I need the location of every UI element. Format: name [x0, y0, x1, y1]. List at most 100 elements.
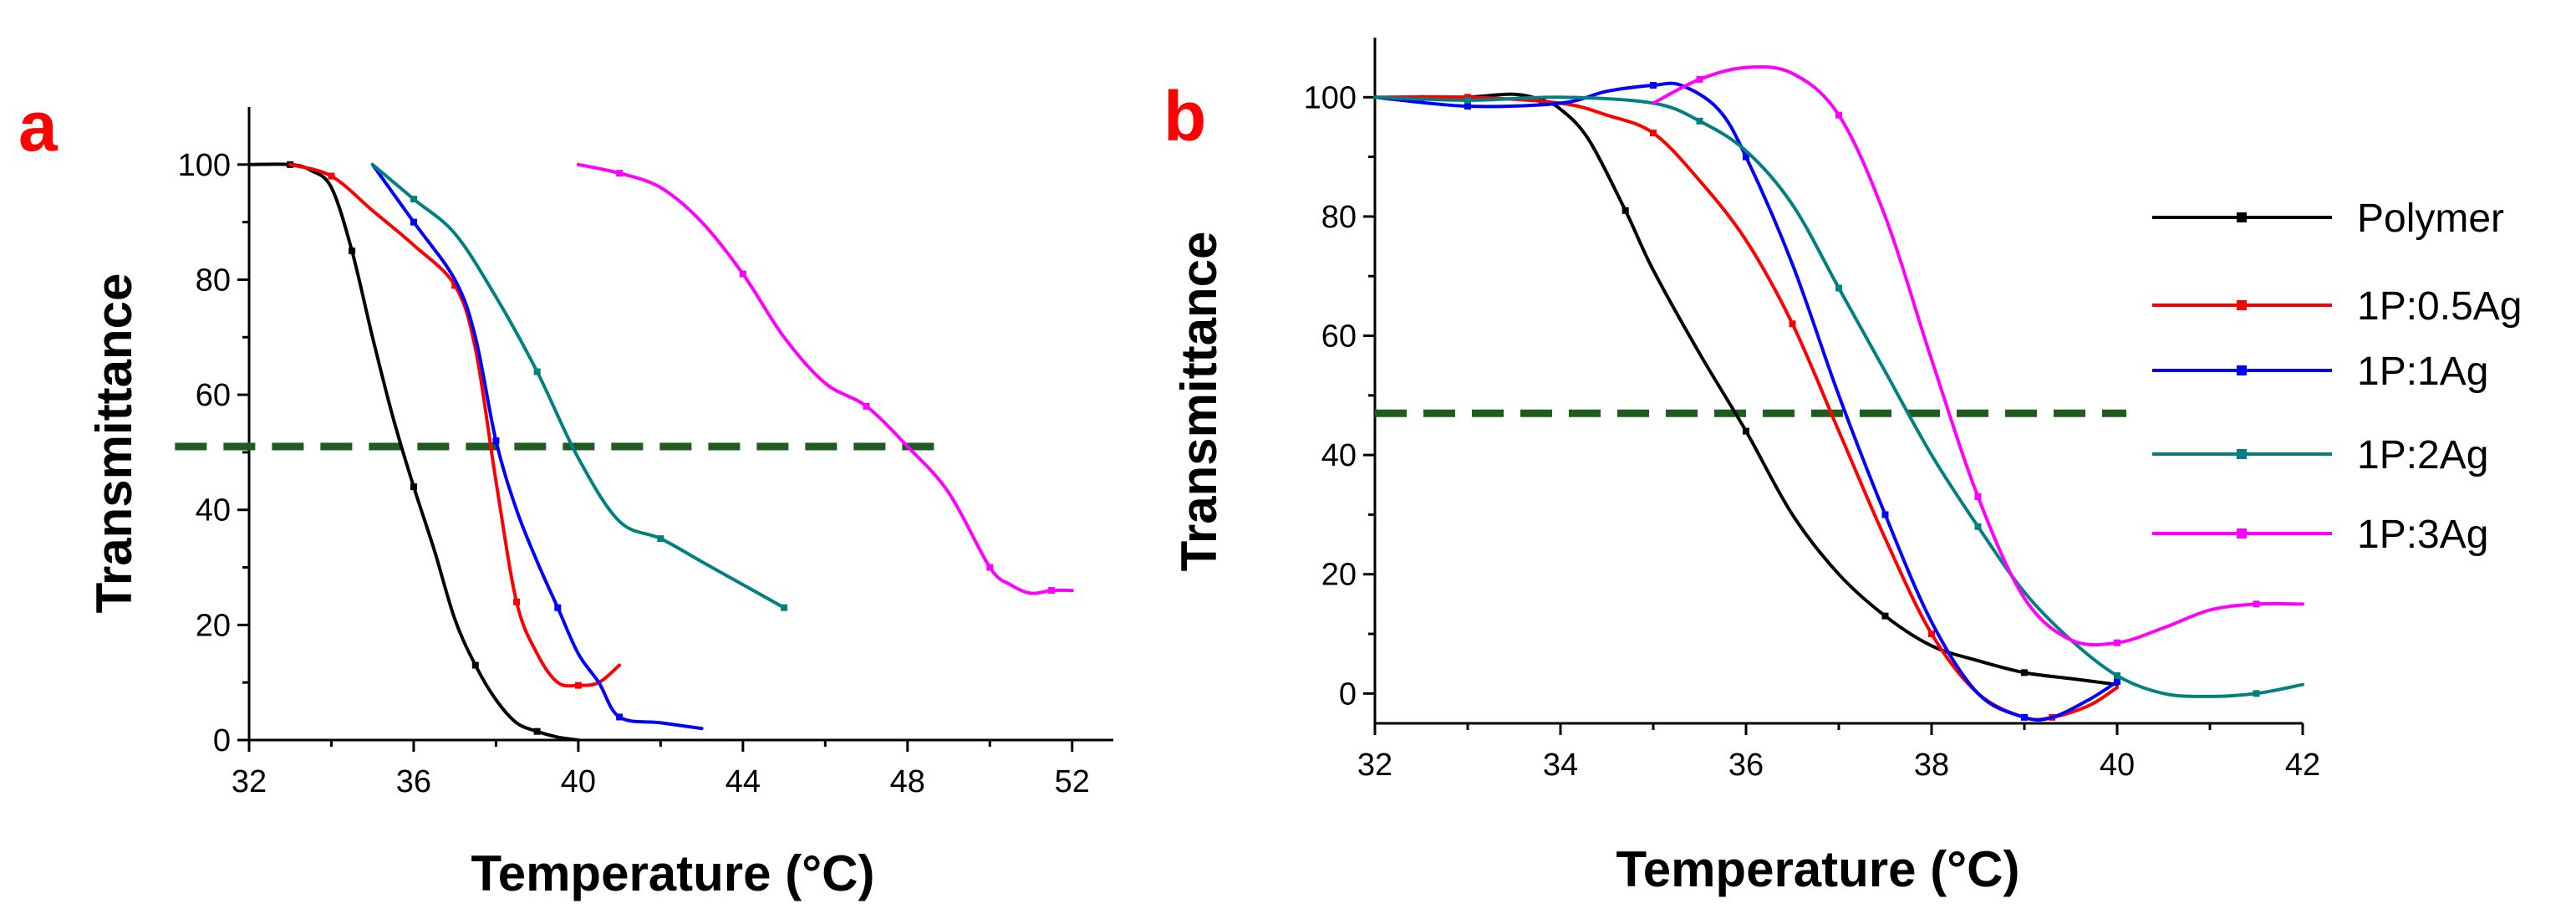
- panel-b-point-1p-0-5ag: [1650, 130, 1657, 137]
- panel-a-point-1p-1ag: [492, 437, 500, 445]
- panel-b-x-tick-label: 40: [2100, 748, 2135, 783]
- panel-b-point-polymer: [1881, 612, 1889, 620]
- legend-item-1p-2ag: 1P:2Ag: [2152, 433, 2488, 477]
- panel-a-point-1p-1ag: [616, 713, 624, 721]
- panel-b-point-1p-1ag: [1650, 82, 1657, 89]
- panel-a-y-tick-label: 0: [213, 723, 231, 758]
- panel-b-x-tick-label: 42: [2285, 748, 2320, 783]
- legend-marker-1p-2ag: [2237, 449, 2247, 459]
- panel-b-x-tick-label: 36: [1728, 748, 1764, 783]
- legend-marker-polymer: [2237, 212, 2247, 222]
- panel-a-x-tick-label: 48: [890, 764, 925, 799]
- panel-a-chart: a Transmittance Temperature (°C) 0 20 40 60…: [18, 87, 1113, 901]
- panel-b-x-tick-label: 38: [1914, 748, 1949, 783]
- panel-b-series-1p-3ag: [1652, 64, 2304, 647]
- panel-b-point-1p-1ag: [2114, 678, 2120, 686]
- panel-a-point-polymer: [410, 483, 417, 491]
- panel-b-y-tick-label: 0: [1339, 676, 1357, 712]
- panel-b-point-1p-2ag: [1974, 523, 1982, 530]
- panel-b-y-tick-label: 40: [1321, 438, 1357, 473]
- panel-b-series-polymer: [1373, 92, 2119, 687]
- panel-b-ticks: 0 20 40 60 80 100 32 34 36 38 40 42: [1304, 38, 2320, 783]
- panel-b-point-polymer: [2021, 669, 2028, 676]
- panel-b-point-1p-3ag: [1835, 111, 1842, 119]
- panel-a-y-tick-label: 60: [196, 378, 231, 413]
- panel-a-series-1p-3ag: [576, 162, 1074, 595]
- panel-b-series-group: [1373, 64, 2304, 722]
- panel-a-point-1p-3ag: [863, 402, 870, 410]
- panel-a-point-1p-0-5ag: [328, 172, 335, 180]
- panel-a-ticks: 0 20 40 60 80 100 32 36 40 44 48 52: [178, 107, 1113, 799]
- legend-label-1p-0-5ag: 1P:0.5Ag: [2357, 284, 2522, 329]
- panel-b-series-1p-2ag: [1373, 95, 2304, 698]
- panel-b-point-1p-3ag: [2114, 639, 2120, 646]
- panel-b-y-tick-label: 100: [1304, 80, 1357, 115]
- panel-b-point-1p-2ag: [1696, 117, 1703, 125]
- panel-a-y-tick-label: 80: [196, 263, 231, 298]
- panel-b-point-1p-3ag: [1974, 493, 1982, 501]
- panel-a-x-tick-label: 44: [725, 764, 761, 799]
- panel-a-point-1p-2ag: [781, 604, 788, 611]
- panel-a-point-1p-2ag: [533, 368, 541, 375]
- panel-b-point-1p-1ag: [1881, 511, 1889, 518]
- panel-b-y-axis-title: Transmittance: [1171, 232, 1227, 572]
- legend-item-polymer: Polymer: [2152, 197, 2504, 241]
- legend-item-1p-1ag: 1P:1Ag: [2152, 350, 2488, 394]
- panel-a-x-tick-label: 32: [232, 764, 267, 799]
- panel-a-y-tick-label: 20: [196, 608, 231, 643]
- panel-a-point-1p-1ag: [410, 218, 417, 226]
- panel-b-point-polymer: [1743, 427, 1749, 435]
- panel-b-point-1p-3ag: [2253, 600, 2260, 608]
- panel-b-y-tick-label: 80: [1321, 200, 1357, 235]
- panel-a-point-1p-0-5ag: [513, 598, 521, 605]
- panel-a-point-1p-3ag: [986, 564, 994, 571]
- panel-a-x-axis-title: Temperature (°C): [471, 845, 875, 901]
- panel-b-series-1p-1ag: [1373, 81, 2119, 722]
- panel-a-point-1p-3ag: [739, 270, 746, 278]
- legend-label-1p-3ag: 1P:3Ag: [2357, 513, 2488, 557]
- panel-a-series-1p-0-5ag: [288, 162, 622, 688]
- panel-a-point-1p-1ag: [554, 604, 562, 611]
- panel-b-point-1p-0-5ag: [1789, 320, 1796, 328]
- legend-label-1p-1ag: 1P:1Ag: [2357, 350, 2488, 394]
- panel-a-point-polymer: [349, 248, 356, 255]
- legend-label-polymer: Polymer: [2357, 197, 2504, 241]
- panel-a-y-axis-title: Transmittance: [86, 273, 142, 614]
- panel-a-series-1p-1ag: [370, 162, 704, 731]
- legend-item-1p-0-5ag: 1P:0.5Ag: [2152, 284, 2522, 329]
- panel-b-point-1p-2ag: [1464, 96, 1471, 104]
- legend-label-1p-2ag: 1P:2Ag: [2357, 433, 2488, 477]
- panel-a-y-tick-label: 100: [178, 148, 231, 183]
- panel-a-point-1p-3ag: [616, 170, 624, 177]
- panel-a-point-1p-0-5ag: [574, 682, 582, 689]
- panel-a-series-group: [247, 161, 1074, 742]
- panel-b-x-tick-label: 32: [1357, 748, 1392, 783]
- panel-a-y-tick-label: 40: [196, 493, 231, 528]
- panel-a-point-1p-2ag: [410, 196, 417, 203]
- panel-b-point-polymer: [1621, 207, 1629, 214]
- panel-a-label: a: [18, 87, 59, 166]
- panel-a-series-1p-2ag: [370, 162, 787, 610]
- panel-a-x-tick-label: 52: [1055, 764, 1090, 799]
- panel-b-point-1p-2ag: [2253, 690, 2260, 697]
- panel-b-point-1p-1ag: [1464, 103, 1471, 110]
- panel-a-x-tick-label: 36: [396, 764, 431, 799]
- panel-a-x-tick-label: 40: [561, 764, 596, 799]
- panel-b-y-tick-label: 60: [1321, 319, 1357, 355]
- legend-marker-1p-3ag: [2237, 528, 2247, 539]
- panel-b-chart: b Transmittance Temperature (°C) 0 20 40 60…: [1163, 38, 2320, 897]
- panel-b-point-1p-2ag: [2114, 671, 2120, 679]
- panel-b-point-1p-3ag: [1696, 75, 1703, 83]
- panel-a-point-polymer: [533, 727, 541, 735]
- legend-marker-1p-1ag: [2237, 365, 2247, 375]
- panel-b-point-1p-0-5ag: [1928, 630, 1935, 638]
- legend: Polymer 1P:0.5Ag 1P:1Ag 1P:2Ag 1P:3Ag: [2152, 197, 2522, 557]
- panel-b-y-tick-label: 20: [1321, 558, 1357, 593]
- panel-b-x-tick-label: 34: [1543, 748, 1578, 783]
- panel-b-label: b: [1163, 77, 1206, 156]
- panel-a-point-1p-0-5ag: [451, 282, 459, 289]
- panel-b-point-1p-1ag: [1743, 153, 1749, 161]
- legend-marker-1p-0-5ag: [2237, 300, 2247, 310]
- legend-item-1p-3ag: 1P:3Ag: [2152, 513, 2488, 557]
